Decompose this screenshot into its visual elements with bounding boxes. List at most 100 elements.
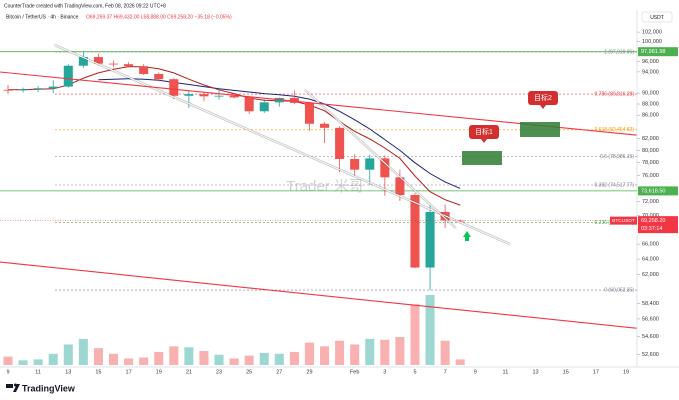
- candle-body: [78, 57, 88, 66]
- candle-body: [199, 94, 209, 97]
- y-tick-label: 76,000: [642, 173, 659, 179]
- volume-bar: [274, 353, 284, 365]
- volume-bar: [320, 346, 330, 365]
- countdown: 03:37:14: [641, 226, 662, 232]
- volume-bar: [335, 340, 345, 365]
- y-tick-label: 52,600: [642, 352, 659, 358]
- volume-bar: [63, 344, 73, 365]
- candle-body: [48, 86, 58, 89]
- currency-box[interactable]: [641, 11, 673, 23]
- y-tick-label: 82,000: [642, 136, 659, 142]
- moving-average: [7, 66, 461, 206]
- price-tag-label: 73,618.50: [641, 188, 665, 194]
- volume-bar: [350, 344, 360, 365]
- fib-label: 0.382 (74,517.77): [595, 182, 635, 188]
- y-tick-label: 88,000: [642, 101, 659, 107]
- candle-body: [3, 89, 13, 91]
- x-tick-label: 17: [126, 369, 132, 375]
- candle-body: [214, 95, 224, 97]
- last-price-label: 69,258.20: [641, 218, 665, 224]
- y-tick-label: 64,000: [642, 257, 659, 263]
- volume-bar: [139, 357, 149, 365]
- brand: TradingView: [22, 383, 76, 393]
- last-price-name-box: [610, 216, 637, 225]
- candle-body: [18, 89, 28, 91]
- volume-bar: [440, 340, 450, 365]
- candle-body: [259, 102, 269, 112]
- y-tick-label: 78,000: [642, 160, 659, 166]
- up-arrow: [463, 231, 471, 241]
- x-tick-label: 15: [563, 369, 569, 375]
- volume-bar: [184, 347, 194, 365]
- volume-bar: [78, 338, 88, 365]
- volume-bar: [455, 359, 465, 365]
- volume-bar: [380, 339, 390, 365]
- x-tick-label: 25: [246, 369, 252, 375]
- y-tick-label: 58,400: [642, 301, 659, 307]
- fib-label: 0.618 (83,454.62): [595, 127, 635, 133]
- target-label: 目标1: [475, 127, 493, 136]
- fib-label: 1 (97,919.95): [604, 49, 634, 55]
- volume-bar: [259, 352, 269, 365]
- target-pointer: [481, 139, 487, 143]
- candle-body: [108, 63, 119, 65]
- target-zone: [462, 151, 502, 165]
- trendline: [0, 261, 637, 329]
- credit: CounterTrade created with TradingView.co…: [4, 3, 166, 9]
- volume-bar: [304, 342, 314, 365]
- y-tick-label: 94,000: [642, 69, 659, 75]
- fib-label: 0 (60,052.35): [604, 287, 634, 293]
- y-tick-label: 96,000: [642, 59, 659, 65]
- candle-body: [410, 195, 420, 268]
- x-tick-label: 7: [444, 369, 447, 375]
- volume-bar: [199, 351, 209, 365]
- y-tick-label: 66,000: [642, 242, 659, 248]
- x-tick-label: 19: [156, 369, 162, 375]
- last-price-tag: [638, 216, 678, 234]
- candle-body: [124, 64, 134, 67]
- volume-bar: [124, 358, 134, 365]
- y-tick-label: 80,000: [642, 148, 659, 154]
- watermark: Trader 米哥: [286, 178, 364, 195]
- x-tick-label: 3: [383, 369, 386, 375]
- candle-body: [365, 158, 375, 170]
- candle-body: [425, 211, 435, 268]
- y-tick-label: 70,000: [642, 213, 659, 219]
- candle-body: [184, 94, 194, 96]
- volume-bar: [244, 355, 254, 365]
- price-tag: [638, 186, 678, 196]
- candle-body: [350, 159, 360, 170]
- y-tick-label: 72,000: [642, 199, 659, 205]
- brand-logo: [6, 383, 20, 392]
- x-tick-label: 21: [186, 369, 192, 375]
- volume-bar: [229, 358, 239, 365]
- currency[interactable]: USDT: [650, 15, 664, 21]
- candle-body: [335, 127, 345, 160]
- target-label-box: [469, 125, 499, 139]
- ohlc: O69,269.37 H69,432.00 L68,888.00 C69,258…: [86, 14, 232, 20]
- candle-body: [289, 97, 299, 103]
- y-tick-label: 102,000: [642, 30, 662, 36]
- plot: 102,000 100,000 96,000 94,000 90,000 88,000 86…: [0, 30, 662, 375]
- volume-bar: [425, 295, 435, 365]
- candle-body: [455, 220, 465, 222]
- candle-body: [169, 79, 179, 96]
- price-tag: [638, 47, 678, 57]
- target-zone: [520, 122, 560, 137]
- x-tick-label: 19: [623, 369, 629, 375]
- price-tag-label: 97,981.98: [641, 49, 665, 55]
- volume-bar: [214, 354, 224, 365]
- y-tick-label: 62,000: [642, 272, 659, 278]
- candle-body: [244, 97, 254, 112]
- x-tick-label: 27: [276, 369, 282, 375]
- x-tick-label: Feb: [350, 369, 359, 375]
- candle-body: [139, 66, 149, 74]
- candle-body: [33, 88, 43, 90]
- y-tick-label: 86,000: [642, 113, 659, 119]
- x-tick-label: 29: [306, 369, 312, 375]
- target-label-box: [528, 91, 558, 105]
- volume-bar: [108, 353, 119, 365]
- x-tick-label: 15: [95, 369, 101, 375]
- volume-bar: [395, 337, 405, 365]
